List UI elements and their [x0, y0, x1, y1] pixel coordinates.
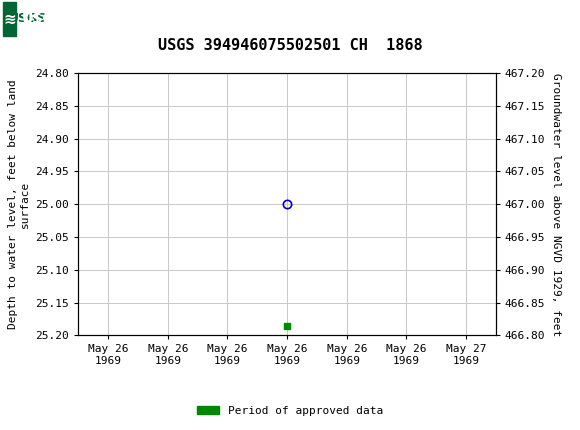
FancyBboxPatch shape	[3, 2, 16, 36]
Text: USGS: USGS	[9, 12, 47, 25]
Text: ≋: ≋	[3, 12, 16, 26]
Legend: Period of approved data: Period of approved data	[193, 401, 387, 420]
Text: USGS 394946075502501 CH  1868: USGS 394946075502501 CH 1868	[158, 38, 422, 52]
FancyBboxPatch shape	[3, 2, 52, 36]
Text: USGS: USGS	[22, 12, 65, 26]
Y-axis label: Groundwater level above NGVD 1929, feet: Groundwater level above NGVD 1929, feet	[551, 73, 561, 336]
Y-axis label: Depth to water level, feet below land
surface: Depth to water level, feet below land su…	[8, 80, 30, 329]
